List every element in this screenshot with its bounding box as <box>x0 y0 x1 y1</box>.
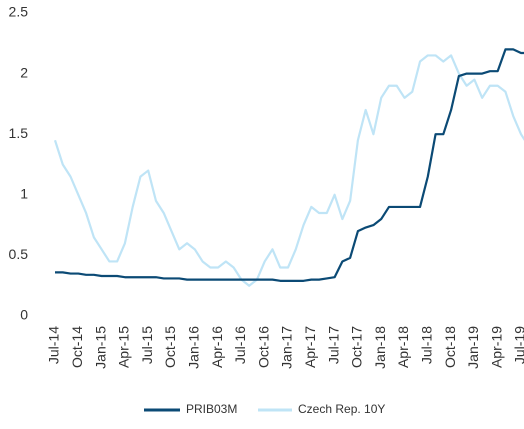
x-tick-label: Jul-14 <box>46 326 62 364</box>
series-line <box>55 48 524 282</box>
x-tick-label: Oct-14 <box>69 326 85 368</box>
y-tick-label: 1 <box>20 186 28 202</box>
x-tick-label: Jul-17 <box>325 326 341 364</box>
x-tick-label: Apr-16 <box>209 326 225 368</box>
y-tick-label: 2 <box>20 64 28 80</box>
legend-label: PRIB03M <box>186 402 237 416</box>
x-tick-label: Jan-16 <box>186 326 202 369</box>
x-tick-label: Oct-18 <box>442 326 458 368</box>
y-tick-label: 0.5 <box>9 246 29 262</box>
y-tick-label: 0 <box>20 307 28 323</box>
x-tick-label: Jan-19 <box>465 326 481 369</box>
y-tick-label: 2.5 <box>9 4 29 20</box>
x-tick-label: Jul-19 <box>512 326 524 364</box>
x-tick-label: Jul-15 <box>139 326 155 364</box>
x-tick-label: Jan-15 <box>92 326 108 369</box>
legend-label: Czech Rep. 10Y <box>298 402 385 416</box>
y-tick-label: 1.5 <box>9 125 29 141</box>
x-tick-label: Oct-15 <box>162 326 178 368</box>
x-tick-label: Apr-15 <box>116 326 132 368</box>
x-tick-label: Jan-18 <box>372 326 388 369</box>
x-tick-label: Oct-16 <box>255 326 271 368</box>
x-tick-label: Jul-18 <box>419 326 435 364</box>
plot-area <box>53 48 524 287</box>
x-tick-label: Apr-17 <box>302 326 318 368</box>
x-tick-label: Jan-17 <box>279 326 295 369</box>
series-line <box>53 54 524 287</box>
x-tick-label: Oct-17 <box>349 326 365 368</box>
x-tick-label: Apr-18 <box>395 326 411 368</box>
x-tick-label: Apr-19 <box>488 326 504 368</box>
x-tick-label: Jul-16 <box>232 326 248 364</box>
